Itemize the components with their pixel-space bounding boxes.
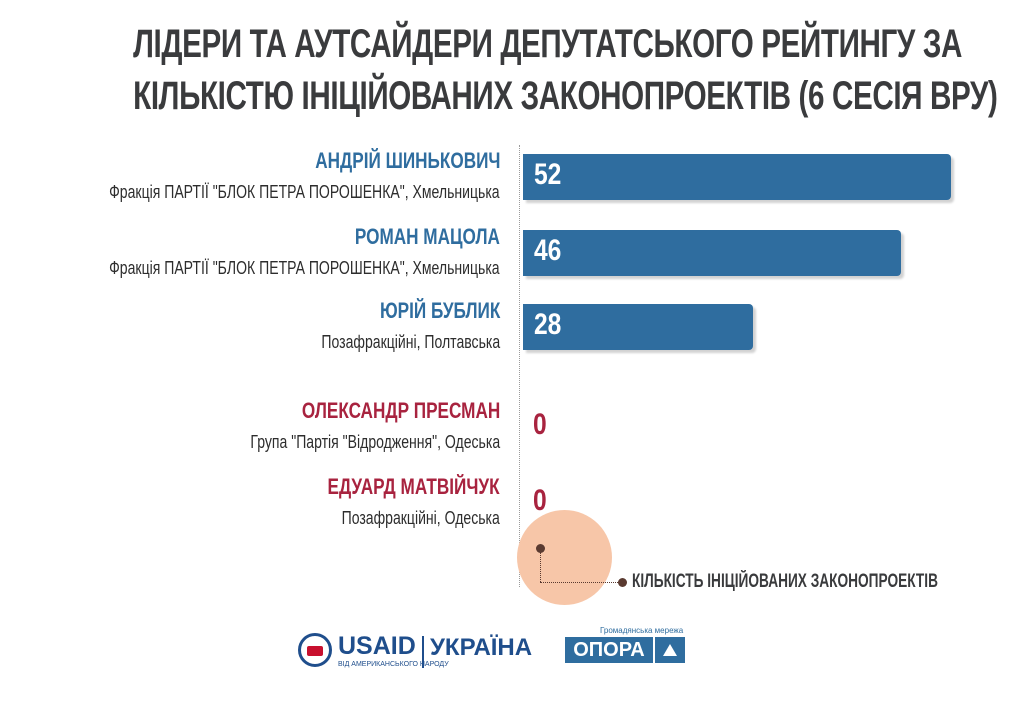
row-subtitle: Фракція ПАРТІЇ "БЛОК ПЕТРА ПОРОШЕНКА", Х…: [109, 182, 500, 202]
bar: [523, 230, 902, 276]
opora-tagline: Громадянська мережа: [600, 626, 684, 635]
usaid-divider: [422, 636, 424, 668]
chart-axis: [519, 145, 520, 587]
bar: [523, 304, 754, 350]
usaid-country: УКРАЇНА: [430, 634, 533, 661]
chart-title-line-1: ЛІДЕРИ ТА АУТСАЙДЕРИ ДЕПУТАТСЬКОГО РЕЙТИ…: [133, 22, 963, 66]
bar-value-label: 52: [534, 158, 562, 191]
row-name: РОМАН МАЦОЛА: [355, 224, 500, 249]
usaid-tagline: ВІД АМЕРИКАНСЬКОГО НАРОДУ: [338, 661, 449, 668]
row-name: ЕДУАРД МАТВІЙЧУК: [327, 474, 500, 499]
row-subtitle: Група "Партія "Відродження", Одеська: [250, 432, 500, 452]
triangle-icon: [663, 644, 677, 656]
row-subtitle: Позафракційні, Одеська: [341, 508, 500, 528]
row-subtitle: Позафракційні, Полтавська: [321, 332, 500, 352]
chart-title-line-2: КІЛЬКІСТЮ ІНІЦІЙОВАНИХ ЗАКОНОПРОЕКТІВ (6…: [133, 74, 998, 118]
legend-label: КІЛЬКІСТЬ ІНІЦІЙОВАНИХ ЗАКОНОПРОЕКТІВ: [632, 571, 938, 592]
row-name: ЮРІЙ БУБЛИК: [379, 298, 500, 323]
usaid-wordmark: USAID: [338, 632, 416, 660]
row-subtitle: Фракція ПАРТІЇ "БЛОК ПЕТРА ПОРОШЕНКА", Х…: [109, 258, 500, 278]
bar: [523, 154, 951, 200]
bar-value-label: 28: [534, 308, 562, 341]
row-name: ОЛЕКСАНДР ПРЕСМАН: [301, 398, 500, 423]
legend-connector-vertical: [540, 552, 541, 582]
chart-title: ЛІДЕРИ ТА АУТСАЙДЕРИ ДЕПУТАТСЬКОГО РЕЙТИ…: [133, 18, 998, 122]
usaid-seal-icon: [298, 633, 332, 667]
legend-dot-start: [536, 544, 545, 553]
bar-value-label: 0: [533, 408, 547, 441]
bar-value-label: 0: [533, 484, 547, 517]
legend-dot-end: [618, 578, 627, 587]
legend-circle: [517, 510, 612, 605]
bar-value-label: 46: [534, 234, 562, 267]
legend-connector-horizontal: [540, 582, 620, 583]
row-name: АНДРІЙ ШИНЬКОВИЧ: [314, 148, 500, 173]
opora-wordmark: ОПОРА: [565, 637, 653, 663]
